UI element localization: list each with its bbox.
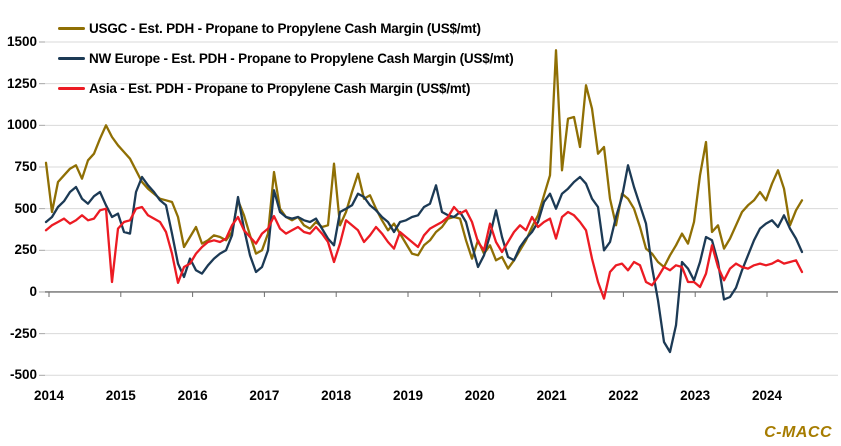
y-axis-label: 0 [29,283,37,299]
legend-label-nw-europe: NW Europe - Est. PDH - Propane to Propyl… [89,50,514,66]
x-axis-label: 2021 [536,388,567,403]
legend-item-nw-europe: NW Europe - Est. PDH - Propane to Propyl… [58,43,514,73]
nw-europe-line-swatch-icon [58,56,85,60]
legend-label-asia: Asia - Est. PDH - Propane to Propylene C… [89,80,471,96]
x-axis-label: 2023 [680,388,711,403]
x-axis-label: 2022 [608,388,639,403]
y-axis-label: -500 [9,367,37,383]
y-axis-label: 500 [14,200,37,216]
series-line-nw-europe [44,164,804,354]
watermark: C-MACC [764,424,832,441]
x-axis-label: 2014 [33,388,65,403]
y-axis-label: 1500 [6,34,37,49]
legend-label-usgc: USGC - Est. PDH - Propane to Propylene C… [89,20,481,36]
y-axis-label: 250 [14,242,37,258]
x-axis-label: 2015 [105,388,136,403]
y-axis-label: 750 [14,158,37,174]
y-axis-label: -250 [9,325,37,341]
x-axis-label: 2019 [392,388,424,403]
legend-item-asia: Asia - Est. PDH - Propane to Propylene C… [58,73,514,103]
y-axis-label: 1250 [6,75,37,91]
series-line-asia [44,205,804,300]
x-axis-label: 2018 [321,388,352,403]
x-axis-label: 2024 [751,388,783,403]
asia-line-swatch-icon [58,86,85,90]
x-axis-label: 2017 [249,388,280,403]
series-line-usgc [44,49,804,270]
legend: USGC - Est. PDH - Propane to Propylene C… [58,13,514,103]
x-axis-label: 2020 [464,388,495,403]
y-axis-label: 1000 [6,117,37,133]
usgc-line-swatch-icon [58,26,85,30]
x-axis-label: 2016 [177,388,208,403]
legend-item-usgc: USGC - Est. PDH - Propane to Propylene C… [58,13,514,43]
